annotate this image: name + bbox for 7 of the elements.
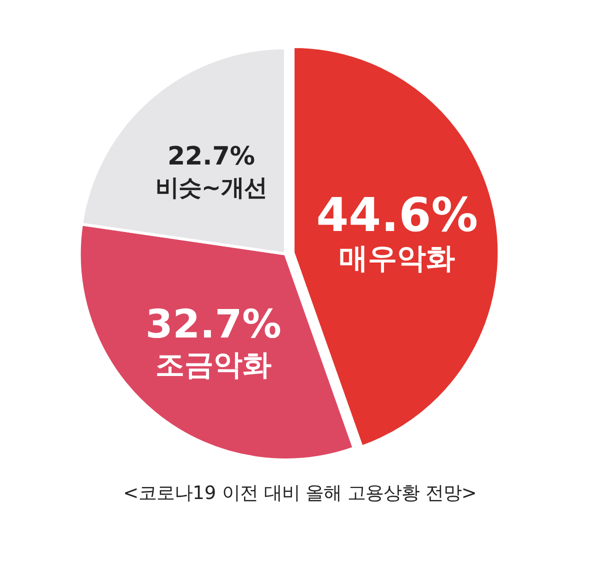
slice-label: 비슷~개선	[156, 174, 268, 202]
slice-label: 조금악화	[155, 347, 272, 382]
text: <코로나19 이전 대비 올해 고용상황 전망>	[123, 482, 477, 504]
data-label: 44.6%	[316, 188, 478, 242]
data-label: 32.7%	[146, 302, 282, 348]
data-label: 22.7%	[167, 141, 256, 170]
slice-label: 매우악화	[339, 240, 456, 275]
